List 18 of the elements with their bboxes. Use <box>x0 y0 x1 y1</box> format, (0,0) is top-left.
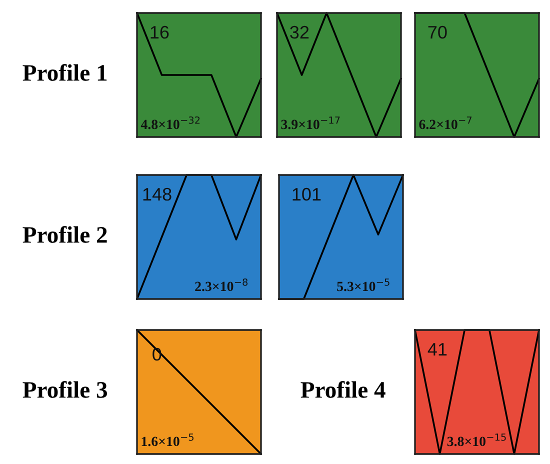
annotation: 101 <box>292 188 321 201</box>
annotation: 0 <box>152 348 162 361</box>
annotation: 1.6×10$^{−5}$ <box>142 434 194 446</box>
y-axis-title: Profile 2 <box>22 226 107 243</box>
y-axis-title: Profile 4 <box>300 381 386 398</box>
annotation: 5.3×10$^{−5}$ <box>337 278 390 292</box>
annotation: 70 <box>428 26 447 39</box>
y-axis-title: Profile 3 <box>22 381 108 398</box>
annotation: 4.8×10$^{−32}$ <box>140 116 200 130</box>
annotation: 6.2×10$^{−7}$ <box>419 116 472 130</box>
annotation: 16 <box>150 26 169 39</box>
annotation: 148 <box>143 188 172 201</box>
annotation: 32 <box>290 26 309 39</box>
annotation: 3.9×10$^{−17}$ <box>281 116 340 130</box>
annotation: 41 <box>428 343 447 356</box>
y-axis-title: Profile 1 <box>22 64 107 81</box>
annotation: 2.3×10$^{−8}$ <box>195 278 248 292</box>
annotation: 3.8×10$^{−15}$ <box>447 434 506 446</box>
